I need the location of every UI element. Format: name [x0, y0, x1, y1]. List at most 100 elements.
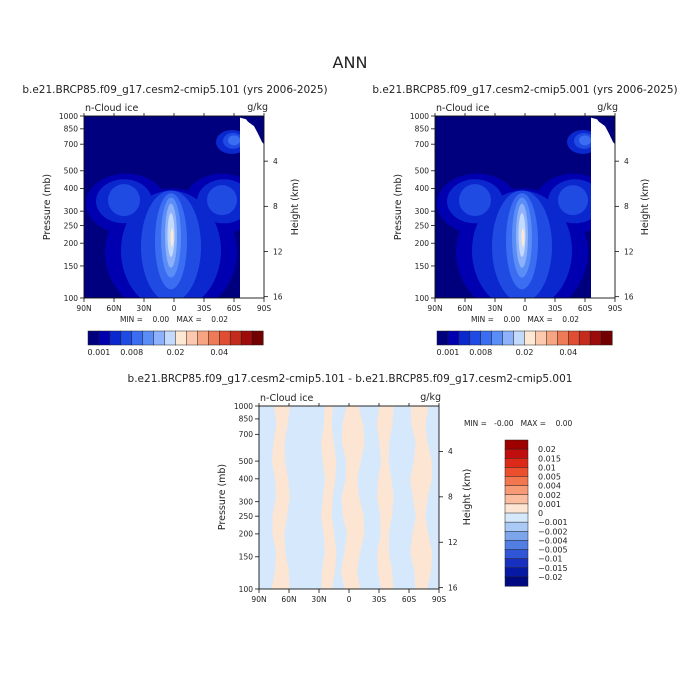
panel-diff-colorbar-box [504, 448, 529, 459]
panel-right-x-tick-label: 0 [523, 304, 528, 313]
panel-left-x-tick-label: 60N [106, 304, 121, 313]
panel-left-y-tick-label: 200 [64, 239, 79, 248]
panel-right-colorbar-box [502, 330, 515, 346]
panel-left-colorbar-box [240, 330, 253, 346]
panel-left-below-surface-mask [240, 117, 264, 298]
panel-diff-x-tick-label: 30S [372, 595, 387, 604]
panel-right-colorbar-box [491, 330, 504, 346]
panel-diff-colorbar-box [504, 494, 529, 505]
panel-right-plot-area [435, 116, 615, 298]
panel-left-units: g/kg [247, 102, 268, 113]
panel-right-x-tick-label: 90N [427, 304, 442, 313]
panel-left-case-title: b.e21.BRCP85.f09_g17.cesm2-cmip5.101 (yr… [22, 84, 327, 96]
panel-diff-case-title: b.e21.BRCP85.f09_g17.cesm2-cmip5.101 - b… [128, 373, 573, 385]
panel-left-y-tick-label: 150 [64, 262, 79, 271]
panel-diff-y-tick-label: 700 [239, 430, 254, 439]
panel-diff-colorbar-box [504, 521, 529, 532]
panel-right-colorbar-box [458, 330, 471, 346]
panel-left-x-tick-label: 90S [257, 304, 272, 313]
panel-left-colorbar-box [229, 330, 242, 346]
panel-diff-y-tick-label: 250 [239, 512, 254, 521]
panel-right-colorbar-box [589, 330, 602, 346]
panel-left-y2-tick-label: 12 [273, 247, 283, 256]
panel-diff-positive-band [376, 406, 394, 589]
panel-left-y-tick-label: 400 [64, 184, 79, 193]
panel-right-units: g/kg [597, 102, 618, 113]
panel-left-x-tick-label: 0 [172, 304, 177, 313]
panel-right-y-tick-label: 100 [415, 294, 430, 303]
panel-diff-x-tick-label: 60S [402, 595, 417, 604]
panel-left-colorbar-box [120, 330, 133, 346]
panel-right-colorbar-label: 0.02 [516, 348, 534, 357]
panel-diff-colorbar-label: 0.01 [538, 463, 556, 472]
panel-diff-x-tick-label: 30N [311, 595, 326, 604]
panel-right-below-surface-mask [591, 117, 615, 298]
panel-diff-y2-tick-label: 12 [448, 538, 458, 547]
panel-diff-y2-tick-label: 16 [448, 583, 458, 592]
panel-left-colorbar-box [109, 330, 122, 346]
panel-right-y2-tick-label: 12 [624, 247, 634, 256]
panel-left-contour-level-3 [207, 185, 237, 216]
panel-right-case-title: b.e21.BRCP85.f09_g17.cesm2-cmip5.001 (yr… [372, 84, 677, 96]
panel-diff-colorbar-label: −0.01 [538, 555, 563, 564]
panel-left-colorbar-box [175, 330, 187, 346]
panel-left-colorbar-box [164, 330, 177, 346]
panel-left-x-tick-label: 90N [76, 304, 91, 313]
panel-right-colorbar-label: 0.04 [559, 348, 577, 357]
panel-left-y-tick-label: 850 [64, 125, 79, 134]
panel-diff-colorbar-box [504, 458, 529, 468]
panel-left-x-tick-label: 30N [136, 304, 151, 313]
panel-diff-colorbar-label: −0.015 [538, 564, 568, 573]
panel-diff-colorbar-label: −0.001 [538, 518, 568, 527]
panel-diff-colorbar-label: 0.015 [538, 454, 561, 463]
panel-diff-stats: MIN = -0.00 MAX = 0.00 [464, 419, 573, 428]
panel-left-colorbar-label: 0.04 [210, 348, 228, 357]
panel-left-y-tick-label: 250 [64, 221, 79, 230]
panel-left-ylabel: Pressure (mb) [42, 174, 53, 240]
panel-right-y2-tick-label: 16 [624, 292, 634, 301]
panel-right-colorbar-box [578, 330, 591, 346]
panel-right-colorbar: 0.001 0.008 0.02 0.04 [436, 330, 613, 357]
panel-left: b.e21.BRCP85.f09_g17.cesm2-cmip5.101 (yr… [22, 84, 327, 357]
panel-right-ylabel: Pressure (mb) [393, 174, 404, 240]
panel-left-y2-tick-label: 16 [273, 292, 283, 301]
panel-diff-y-tick-label: 200 [239, 530, 254, 539]
panel-diff-colorbar-label: 0 [538, 509, 543, 518]
panel-left-x-tick-label: 60S [227, 304, 242, 313]
panel-diff-colorbar-box [504, 549, 529, 560]
panel-right-colorbar-box [600, 330, 613, 346]
panel-diff-colorbar-box [504, 503, 529, 514]
panel-left-colorbar-label: 0.001 [87, 348, 110, 357]
panel-right-y2-tick-label: 8 [624, 202, 629, 211]
panel-diff-units: g/kg [420, 392, 441, 403]
panel-diff-ylabel: Pressure (mb) [217, 464, 228, 530]
panel-right-x-tick-label: 60S [578, 304, 593, 313]
panel-right-y-tick-label: 400 [415, 184, 430, 193]
panel-right-colorbar-label: 0.008 [469, 348, 492, 357]
panel-right-y-tick-label: 150 [415, 262, 430, 271]
panel-diff-colorbar-label: −0.02 [538, 573, 563, 582]
panel-left-stats: MIN = 0.00 MAX = 0.02 [120, 315, 228, 324]
panel-right-y2-tick-label: 4 [624, 157, 629, 166]
panel-right-colorbar-box [524, 330, 536, 346]
panel-right-colorbar-box [535, 330, 547, 346]
panel-diff-x-tick-label: 90S [432, 595, 447, 604]
panel-diff-colorbar-box [504, 439, 529, 450]
panel-diff-variable: n-Cloud ice [260, 393, 313, 404]
panel-diff-colorbar-box [504, 476, 529, 487]
panel-right-y-tick-label: 300 [415, 207, 430, 216]
panel-right-axes: 90N 60N 30N 0 30S 60S 90S 100 150 200 250 300 400 500… [410, 112, 634, 313]
panel-right-y-tick-label: 850 [415, 125, 430, 134]
panel-left-colorbar-box [153, 330, 166, 346]
panel-left-contour-level-8 [170, 228, 174, 247]
panel-diff-colorbar-box [504, 512, 529, 523]
panel-diff-colorbar: 0.020.0150.010.0050.0040.0020.0010−0.001… [504, 439, 568, 587]
panel-diff-colorbar-label: −0.002 [538, 527, 568, 536]
panel-right-x-tick-label: 60N [457, 304, 472, 313]
panel-right-y-tick-label: 1000 [410, 112, 429, 121]
panel-left-colorbar-box [186, 330, 198, 346]
panel-diff-y2-tick-label: 8 [448, 493, 453, 502]
panel-right-y-tick-label: 200 [415, 239, 430, 248]
panel-left-colorbar-box [87, 330, 100, 346]
panel-left-contour-level-4 [228, 135, 240, 146]
